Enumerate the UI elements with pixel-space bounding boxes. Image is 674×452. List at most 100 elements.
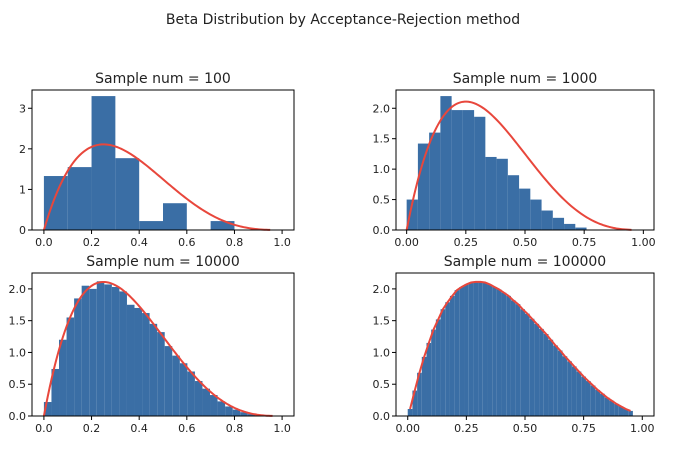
- histogram-bar: [462, 110, 475, 230]
- histogram-bar: [564, 223, 576, 230]
- x-tick-label: 1.00: [631, 236, 656, 249]
- histogram-bar: [604, 397, 610, 416]
- histogram-bar: [111, 286, 120, 416]
- histogram-bars: [43, 96, 235, 230]
- histogram-bar: [126, 304, 135, 416]
- histogram-bar: [534, 323, 540, 416]
- histogram-bar: [454, 290, 460, 416]
- subplot-grid: Sample num = 1000.0 0.2 0.4 0.6 0.8 1.00123Sa…: [9, 71, 656, 435]
- y-tick-label: 0.0: [9, 410, 27, 423]
- y-tick-label: 1.0: [9, 346, 27, 359]
- subplot-title: Sample num = 100: [95, 71, 231, 87]
- histogram-bar: [485, 156, 497, 230]
- histogram-bar: [179, 363, 188, 416]
- histogram-bar: [202, 388, 211, 416]
- subplot-3: Sample num = 10000 0.0 0.2 0.4 0.6 0.8 1.0 0.0 0…: [9, 254, 295, 435]
- histogram-bar: [426, 342, 432, 416]
- histogram-bar: [473, 281, 479, 416]
- histogram-bar: [163, 203, 187, 230]
- axes-frame: [31, 89, 295, 231]
- histogram-bar: [496, 158, 508, 230]
- subplot-1: Sample num = 100 0.0 0.2 0.4 0.6 0.8 1.0 0 1 2 3: [19, 71, 295, 249]
- x-tick-label: 0.00: [395, 422, 420, 435]
- histogram-bar: [576, 371, 582, 416]
- beta-density-curve: [42, 280, 273, 417]
- histogram-bar: [541, 210, 553, 230]
- histogram-bar: [567, 361, 572, 416]
- histogram-bars: [407, 281, 633, 416]
- histogram-bar: [585, 381, 591, 416]
- subplot-title: Sample num = 10000: [86, 254, 240, 270]
- histogram-bar: [445, 302, 450, 416]
- histogram-bar: [553, 345, 558, 416]
- histogram-bar: [217, 401, 226, 416]
- y-tick-label: 1.5: [373, 315, 391, 328]
- histogram-bar: [51, 368, 60, 416]
- x-tick-label: 0.2: [83, 422, 101, 435]
- histogram-bar: [164, 346, 173, 416]
- histogram-bar: [429, 132, 441, 230]
- histogram-bar: [474, 116, 486, 230]
- x-tick-label: 0.8: [226, 236, 244, 249]
- histogram-bar: [435, 319, 441, 416]
- histogram-bar: [468, 282, 474, 416]
- histogram-bar: [172, 355, 180, 416]
- y-tick-label: 0: [19, 224, 26, 237]
- y-tick-label: 0.5: [373, 378, 391, 391]
- x-tick-label: 0.50: [513, 236, 538, 249]
- histogram-bar: [412, 390, 418, 416]
- histogram-bar: [519, 188, 531, 230]
- histogram-bars: [43, 281, 263, 416]
- histogram-bar: [623, 409, 629, 416]
- histogram-bar: [119, 291, 127, 416]
- histogram-bar: [431, 329, 436, 416]
- histogram-bar: [421, 356, 427, 416]
- histogram-bar: [247, 414, 256, 416]
- histogram-bar: [530, 199, 542, 230]
- y-tick-label: 2: [19, 143, 26, 156]
- histogram-bar: [487, 284, 493, 416]
- y-tick-label: 0.0: [373, 410, 391, 423]
- figure-title: Beta Distribution by Acceptance-Rejectio…: [166, 12, 520, 28]
- x-tick-label: 0.8: [226, 422, 244, 435]
- histogram-bar: [104, 284, 112, 416]
- y-tick-label: 0.5: [9, 378, 27, 391]
- histogram-bar: [609, 400, 615, 416]
- x-tick-label: 0.00: [394, 236, 419, 249]
- subplot-title: Sample num = 1000: [453, 71, 598, 87]
- histogram-bar: [232, 409, 241, 416]
- histogram-bar: [115, 158, 140, 230]
- y-tick-label: 1.0: [373, 346, 391, 359]
- histogram-bar: [575, 227, 587, 230]
- y-tick-label: 0.5: [373, 194, 391, 207]
- x-tick-label: 0.0: [35, 236, 53, 249]
- y-tick-label: 1.5: [9, 315, 27, 328]
- x-tick-label: 0.0: [35, 422, 53, 435]
- histogram-bar: [139, 221, 163, 230]
- histogram-bar: [81, 285, 90, 416]
- y-tick-label: 1.0: [373, 163, 391, 176]
- histogram-bar: [157, 332, 165, 416]
- histogram-bar: [66, 317, 75, 416]
- subplot-2: Sample num = 1000 0.00 0.25 0.50 0.75 1.00 0.0…: [373, 71, 656, 249]
- histogram-bar: [581, 376, 586, 416]
- x-tick-label: 0.4: [130, 422, 148, 435]
- x-tick-label: 0.25: [454, 236, 479, 249]
- x-tick-label: 0.6: [178, 236, 196, 249]
- beta-density-curve: [405, 100, 632, 231]
- histogram-bar: [440, 309, 446, 416]
- histogram-bar: [539, 328, 544, 416]
- histogram-bar: [614, 403, 619, 416]
- histogram-bar: [149, 323, 158, 416]
- axes-frame: [31, 272, 295, 417]
- histogram-bar: [543, 334, 549, 416]
- histogram-bar: [515, 304, 521, 416]
- y-tick-label: 3: [19, 102, 26, 115]
- x-tick-label: 0.25: [454, 422, 479, 435]
- x-tick-label: 1.00: [630, 422, 655, 435]
- histogram-bar: [590, 385, 596, 416]
- y-tick-label: 1: [19, 183, 26, 196]
- x-tick-label: 0.6: [178, 422, 196, 435]
- histogram-bar: [142, 313, 150, 416]
